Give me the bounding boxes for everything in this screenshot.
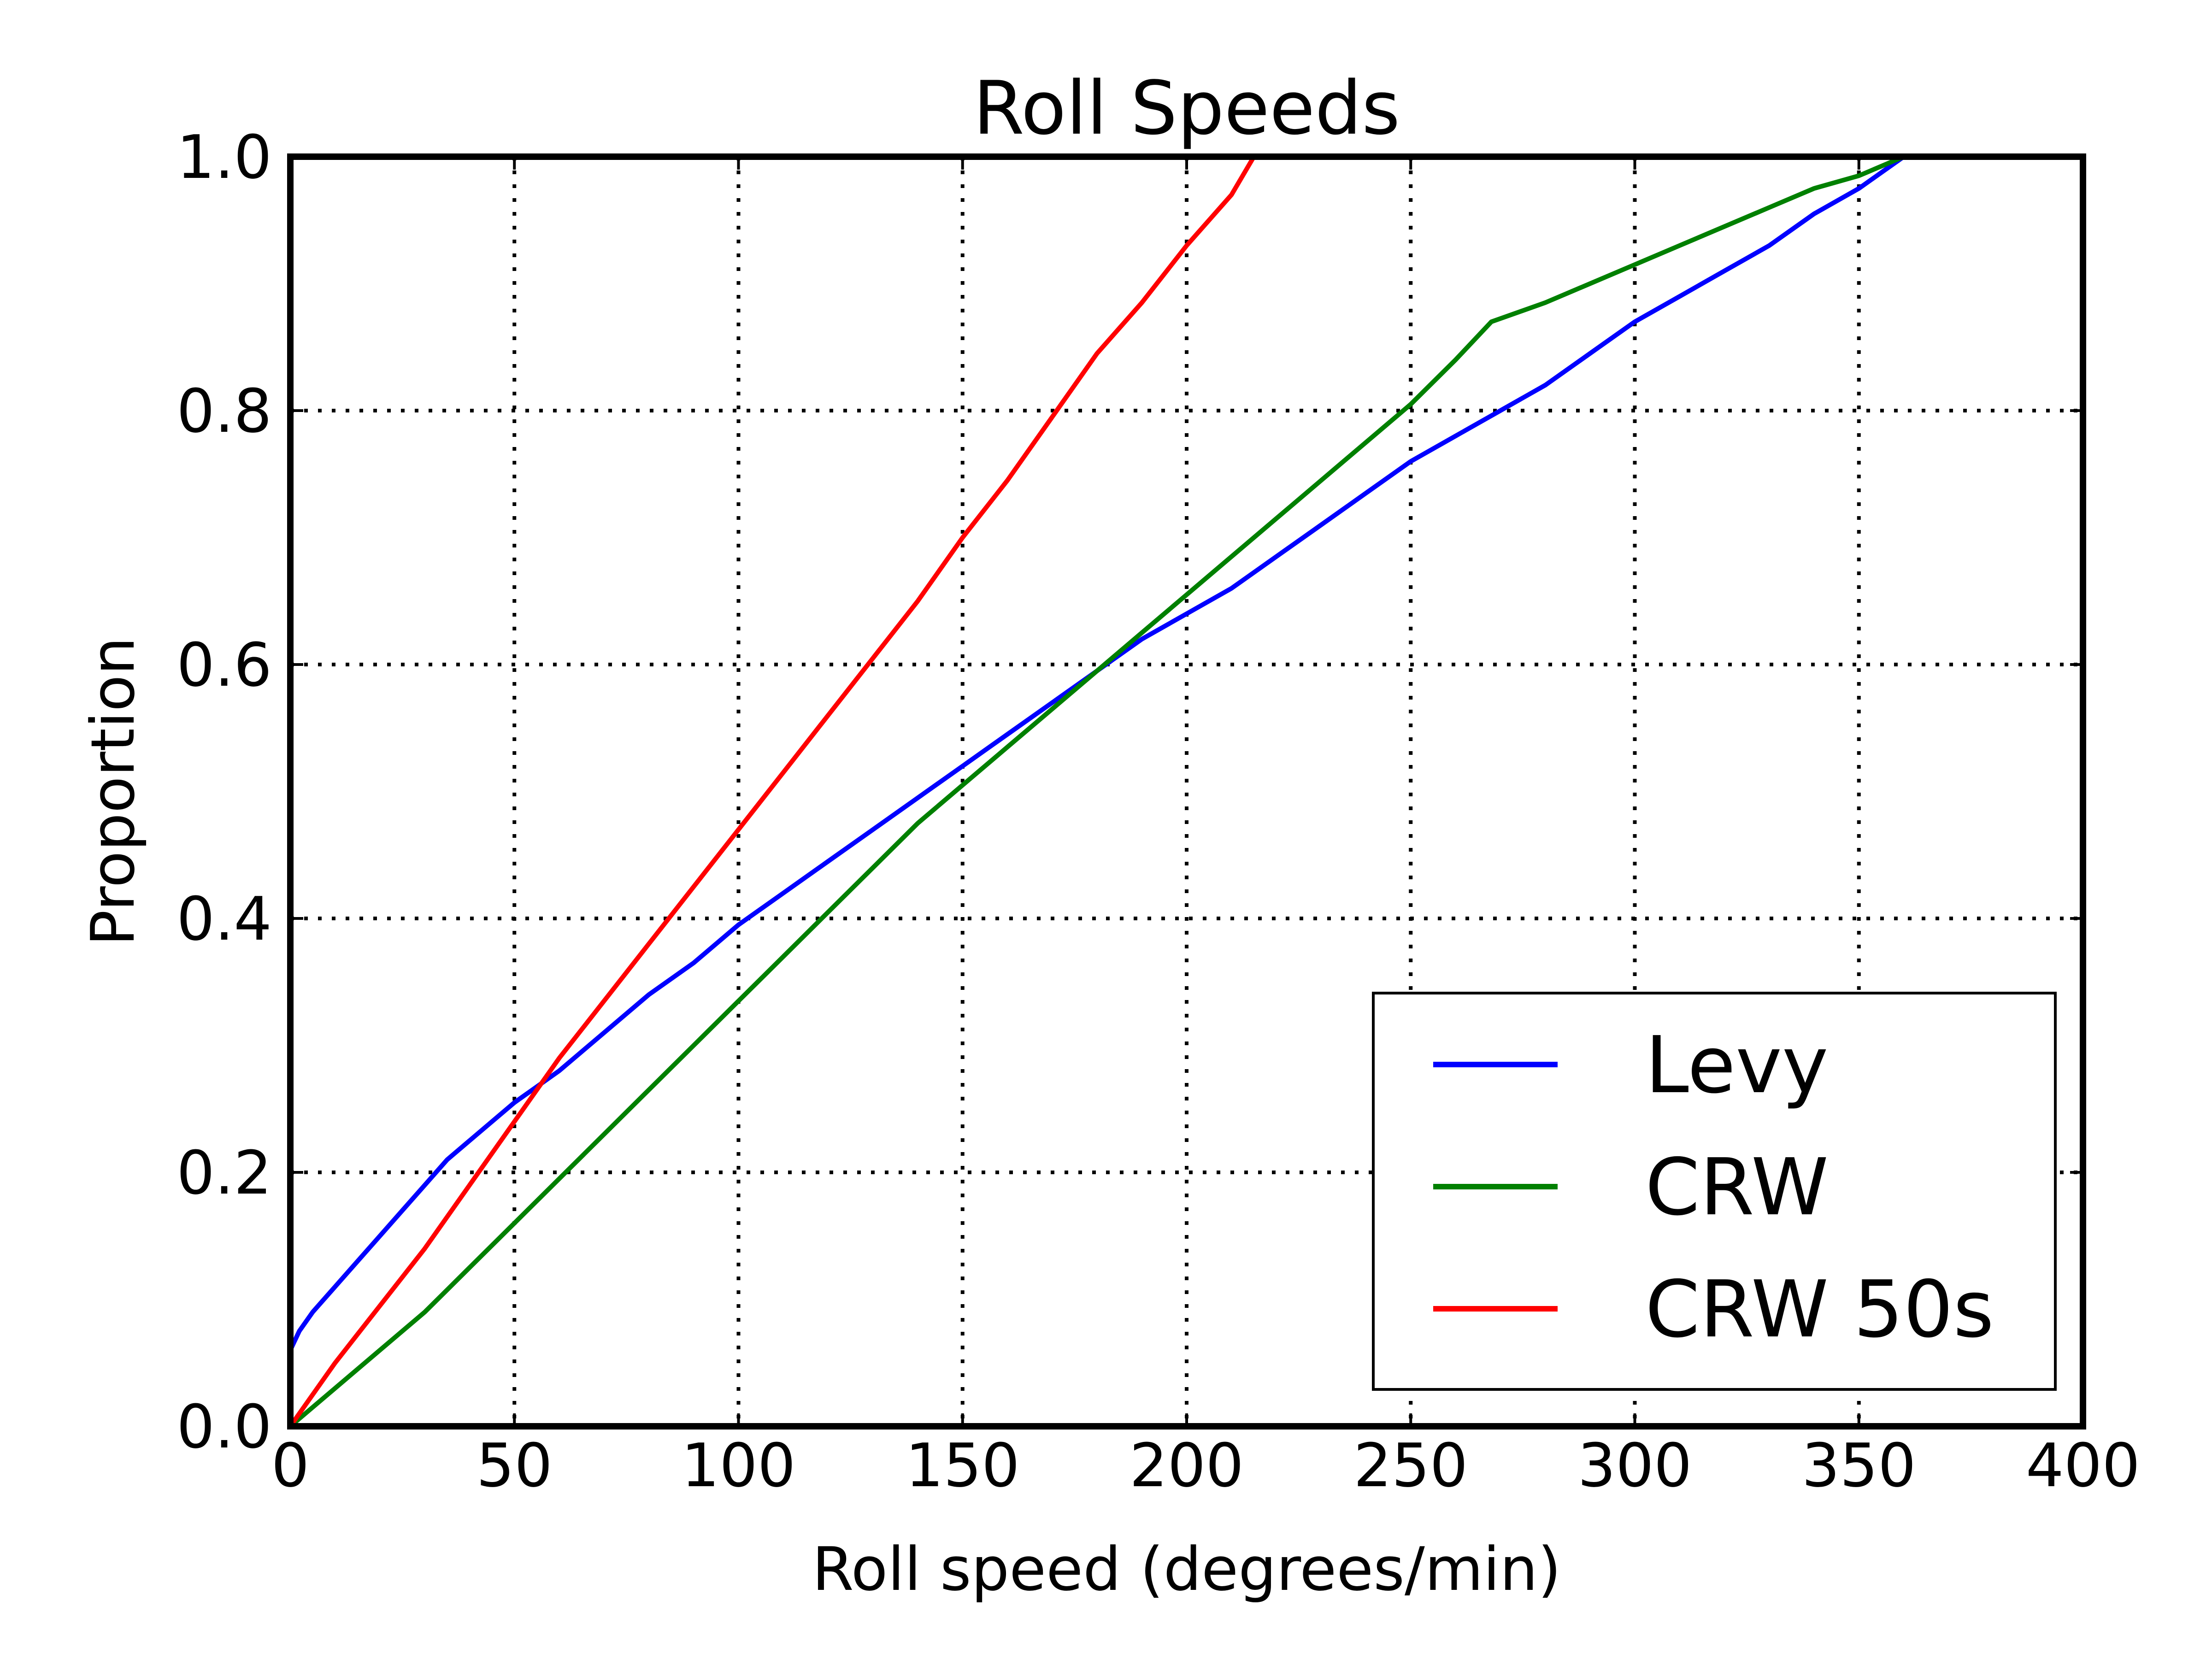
x-tick-label: 50 — [477, 1430, 553, 1500]
x-tick-label: 300 — [1577, 1430, 1692, 1500]
ticks: 0 50 100 150 200 250 300 350 400 0.0 0.2 0.4 0.6 0.8 1… — [176, 122, 2140, 1500]
y-tick-label: 0.8 — [176, 376, 272, 446]
x-tick-label: 250 — [1353, 1430, 1468, 1500]
x-tick-label: 150 — [906, 1430, 1020, 1500]
chart-title: Roll Speeds — [973, 65, 1400, 151]
legend-label: Levy — [1645, 1020, 1829, 1111]
x-tick-label: 350 — [1802, 1430, 1916, 1500]
legend: Levy CRW CRW 50s — [1372, 992, 2057, 1391]
series-line-crw-50s — [288, 154, 1256, 1429]
series-line-crw — [288, 154, 1906, 1429]
y-tick-label: 0.6 — [176, 630, 272, 700]
y-tick-label: 0.4 — [176, 884, 272, 954]
y-tick-label: 0.2 — [176, 1138, 272, 1208]
x-axis-label: Roll speed (degrees/min) — [812, 1534, 1561, 1604]
y-tick-label: 0.0 — [176, 1392, 272, 1462]
y-axis-label: Proportion — [78, 637, 148, 946]
x-tick-label: 200 — [1130, 1430, 1244, 1500]
legend-label: CRW 50s — [1645, 1264, 1994, 1355]
x-tick-label: 100 — [681, 1430, 795, 1500]
series-layer — [288, 154, 1906, 1429]
legend-box — [1372, 992, 2057, 1391]
x-tick-label: 400 — [2026, 1430, 2140, 1500]
x-tick-label: 0 — [271, 1430, 310, 1500]
legend-label: CRW — [1645, 1142, 1829, 1233]
series-line-levy — [288, 154, 1906, 1353]
y-tick-label: 1.0 — [176, 122, 272, 192]
